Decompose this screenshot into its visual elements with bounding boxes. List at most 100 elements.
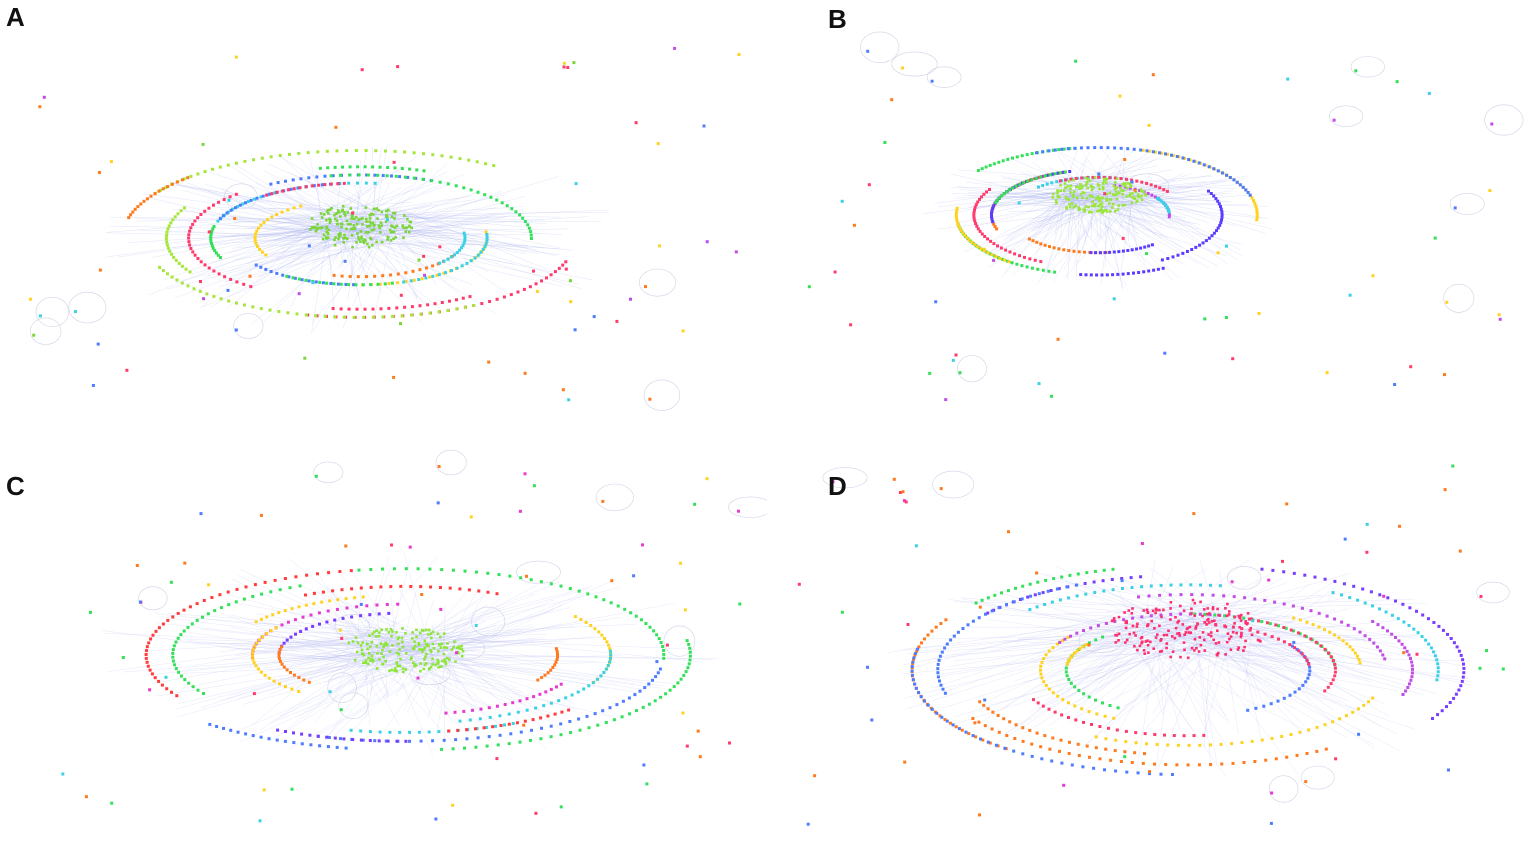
node xyxy=(1212,167,1216,171)
node xyxy=(346,211,349,214)
edge xyxy=(1014,202,1131,209)
node xyxy=(428,311,432,315)
node xyxy=(465,728,469,732)
node xyxy=(1158,608,1161,612)
node xyxy=(1183,633,1186,636)
node xyxy=(1062,147,1066,151)
node xyxy=(1181,623,1185,626)
node xyxy=(1075,649,1079,653)
node xyxy=(1117,615,1121,619)
edge xyxy=(285,636,416,648)
node xyxy=(427,633,430,636)
node xyxy=(125,368,129,372)
node xyxy=(145,649,148,653)
node xyxy=(190,622,194,626)
node xyxy=(1083,191,1086,195)
node xyxy=(1177,632,1181,635)
node xyxy=(193,253,197,257)
node xyxy=(1073,651,1077,655)
edge xyxy=(427,646,454,718)
node xyxy=(1097,175,1101,179)
node xyxy=(1329,655,1333,659)
node xyxy=(256,667,260,671)
node xyxy=(322,213,326,216)
edge xyxy=(450,607,502,633)
edge xyxy=(310,230,375,271)
node xyxy=(1188,625,1192,629)
edge xyxy=(1121,202,1138,235)
edge xyxy=(401,590,417,650)
node xyxy=(209,237,213,241)
node xyxy=(1052,246,1056,250)
edge xyxy=(1219,569,1231,650)
node xyxy=(990,727,994,731)
edge xyxy=(408,635,491,649)
node xyxy=(519,730,523,734)
edge xyxy=(395,216,589,230)
node xyxy=(238,203,242,207)
node xyxy=(554,660,558,664)
node xyxy=(1146,643,1150,647)
node xyxy=(1018,254,1021,258)
node xyxy=(1145,252,1149,256)
node xyxy=(1436,713,1440,717)
node xyxy=(993,225,997,228)
node xyxy=(454,738,458,742)
edge xyxy=(997,200,1120,252)
edge xyxy=(1083,614,1229,746)
node xyxy=(1065,198,1068,201)
edge xyxy=(208,218,379,264)
node xyxy=(1166,152,1169,156)
node xyxy=(1340,620,1344,624)
node xyxy=(202,599,206,602)
node xyxy=(1156,196,1160,200)
edge-group xyxy=(860,31,1524,383)
node xyxy=(913,682,917,686)
node xyxy=(1383,657,1387,661)
node xyxy=(376,217,379,220)
node xyxy=(342,181,346,185)
node xyxy=(1076,742,1080,746)
node xyxy=(359,602,363,606)
node xyxy=(410,226,413,230)
self-loop xyxy=(233,313,264,339)
node xyxy=(1220,215,1224,219)
node xyxy=(956,630,960,634)
node xyxy=(368,613,372,617)
node xyxy=(307,176,311,180)
node xyxy=(1165,633,1169,637)
node xyxy=(1053,710,1057,714)
edge xyxy=(362,212,530,228)
node xyxy=(395,306,399,310)
node xyxy=(1140,189,1143,193)
node xyxy=(248,274,252,278)
node xyxy=(1090,204,1094,208)
node xyxy=(1108,250,1112,254)
node xyxy=(359,240,362,243)
node xyxy=(938,654,942,658)
node xyxy=(1068,205,1072,209)
node xyxy=(404,668,408,671)
node xyxy=(380,240,384,244)
node xyxy=(1199,643,1203,647)
node xyxy=(549,724,553,728)
node xyxy=(431,630,435,634)
node xyxy=(401,667,405,670)
edge xyxy=(413,607,570,647)
self-loop xyxy=(516,560,561,584)
node xyxy=(1411,667,1414,671)
edge xyxy=(1102,195,1194,224)
node xyxy=(516,710,520,714)
node xyxy=(1069,184,1073,188)
node xyxy=(1201,241,1205,245)
node xyxy=(917,645,921,649)
node xyxy=(556,652,559,656)
node xyxy=(440,642,444,645)
node xyxy=(351,213,354,217)
node xyxy=(1166,207,1170,211)
node xyxy=(1003,258,1006,262)
node xyxy=(917,691,921,695)
edge xyxy=(1038,179,1095,189)
edge xyxy=(1182,582,1198,641)
node xyxy=(954,214,958,218)
